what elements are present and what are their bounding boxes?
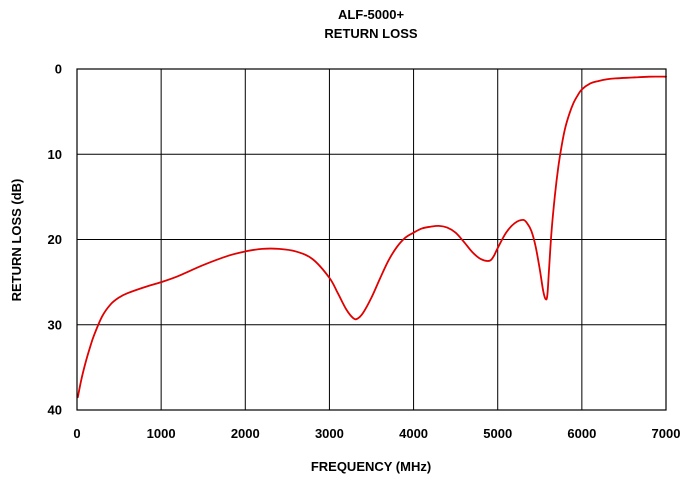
- x-tick-label: 5000: [483, 426, 512, 441]
- y-tick-label: 0: [55, 62, 62, 77]
- y-tick-label: 40: [48, 403, 62, 418]
- x-tick-label: 1000: [147, 426, 176, 441]
- grid: [76, 68, 667, 411]
- y-tick-label: 30: [48, 317, 62, 332]
- x-tick-label: 3000: [315, 426, 344, 441]
- series-layer: [76, 75, 667, 399]
- x-tick-label: 2000: [231, 426, 260, 441]
- x-tick-label: 0: [73, 426, 80, 441]
- y-tick-label: 10: [48, 147, 62, 162]
- y-tick-label: 20: [48, 232, 62, 247]
- chart-title-line-2: RETURN LOSS: [324, 26, 418, 41]
- x-axis-label: FREQUENCY (MHz): [311, 459, 431, 474]
- x-axis-ticks: 0 1000 2000 3000 4000 5000 6000 7000: [73, 426, 680, 441]
- x-tick-label: 4000: [399, 426, 428, 441]
- x-tick-label: 6000: [567, 426, 596, 441]
- x-tick-label: 7000: [652, 426, 681, 441]
- series-line-0: [76, 75, 667, 399]
- y-axis-label: RETURN LOSS (dB): [9, 179, 24, 302]
- y-axis-ticks: 0 10 20 30 40: [48, 62, 62, 418]
- chart-title-line-1: ALF-5000+: [338, 7, 405, 22]
- plot-area-frame: [76, 68, 667, 411]
